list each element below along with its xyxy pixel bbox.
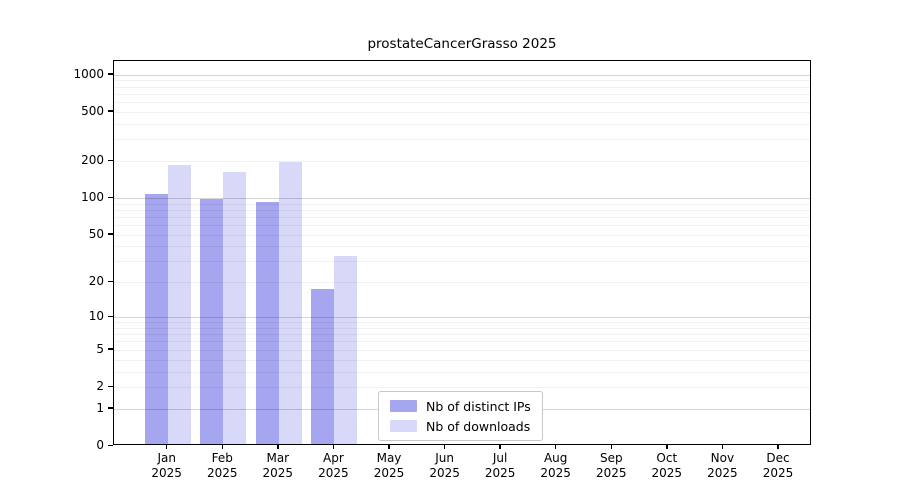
minor-gridline-8 (114, 327, 810, 329)
x-tick-label-feb: Feb 2025 (207, 451, 238, 480)
y-tick-100 (108, 196, 113, 198)
legend-item-distinct-ips: Nb of distinct IPs (390, 398, 531, 414)
legend-swatch-downloads (390, 420, 417, 432)
y-tick-label-20: 20 (88, 274, 104, 289)
minor-gridline-80 (114, 209, 810, 211)
minor-gridline-800 (114, 86, 810, 88)
y-tick-5 (108, 348, 113, 350)
legend-label-downloads: Nb of downloads (426, 418, 531, 434)
y-tick-0 (108, 444, 113, 446)
y-tick-label-0: 0 (96, 438, 104, 452)
y-tick-label-100: 100 (81, 190, 104, 204)
x-tick-sep (610, 445, 612, 449)
x-tick-jun (443, 445, 446, 449)
minor-gridline-20 (114, 282, 810, 284)
x-tick-label-sep: Sep 2025 (596, 451, 627, 480)
x-tick-mar (277, 445, 279, 449)
x-tick-apr (332, 445, 335, 449)
minor-gridline-9 (114, 322, 810, 324)
x-tick-label-nov: Nov 2025 (707, 451, 738, 480)
minor-gridline-2 (114, 387, 810, 388)
bar-distinct-ips-jan (144, 194, 168, 444)
x-tick-label-dec: Dec 2025 (762, 451, 794, 480)
minor-gridline-7 (114, 334, 810, 336)
y-tick-1 (108, 407, 113, 409)
y-tick-label-1: 1 (96, 400, 104, 415)
x-tick-may (388, 445, 390, 449)
bar-downloads-jan (167, 165, 191, 444)
y-tick-1000 (108, 73, 113, 75)
minor-gridline-40 (114, 246, 810, 248)
minor-gridline-60 (114, 225, 810, 227)
bar-downloads-feb (223, 171, 247, 444)
bar-distinct-ips-apr (311, 288, 335, 444)
x-tick-jul (499, 445, 501, 449)
minor-gridline-4 (114, 359, 810, 361)
minor-gridline-90 (114, 203, 810, 205)
minor-gridline-700 (114, 93, 810, 95)
bar-downloads-mar (278, 162, 302, 444)
minor-gridline-900 (114, 80, 810, 82)
minor-gridline-5 (114, 349, 810, 351)
y-tick-50 (108, 233, 113, 235)
y-tick-20 (108, 280, 113, 283)
x-tick-dec (777, 445, 779, 449)
y-tick-500 (108, 110, 113, 112)
y-tick-label-5: 5 (96, 341, 104, 356)
minor-gridline-400 (114, 123, 810, 125)
minor-gridline-30 (114, 261, 810, 263)
x-tick-feb (221, 445, 223, 449)
x-tick-label-apr: Apr 2025 (318, 451, 349, 480)
minor-gridline-70 (114, 216, 810, 218)
y-tick-label-10: 10 (88, 309, 104, 324)
minor-gridline-50 (114, 234, 810, 236)
plot-area: Nb of distinct IPs Nb of downloads (113, 60, 811, 445)
x-tick-label-oct: Oct 2025 (651, 451, 683, 480)
x-tick-jan (165, 445, 168, 449)
legend-label-distinct-ips: Nb of distinct IPs (426, 398, 531, 414)
x-tick-label-mar: Mar 2025 (262, 451, 294, 480)
minor-gridline-6 (114, 341, 810, 343)
y-tick-label-1000: 1000 (73, 66, 104, 81)
bar-downloads-apr (334, 256, 358, 444)
x-tick-label-jun: Jun 2025 (429, 451, 460, 480)
x-tick-label-jan: Jan 2025 (151, 451, 182, 480)
chart-title: prostateCancerGrasso 2025 (367, 36, 557, 52)
x-tick-oct (666, 445, 668, 449)
y-tick-label-200: 200 (81, 153, 104, 167)
x-tick-label-may: May 2025 (373, 451, 405, 480)
major-gridline-100 (114, 198, 810, 199)
x-tick-nov (721, 445, 724, 449)
legend-item-downloads: Nb of downloads (390, 418, 531, 434)
y-tick-2 (108, 385, 113, 387)
y-tick-label-500: 500 (81, 103, 104, 118)
y-tick-10 (108, 315, 113, 318)
major-gridline-1000 (114, 74, 810, 76)
legend-swatch-distinct-ips (390, 400, 417, 412)
minor-gridline-500 (114, 111, 810, 113)
minor-gridline-300 (114, 139, 810, 141)
minor-gridline-200 (114, 161, 810, 162)
x-tick-aug (554, 445, 557, 449)
minor-gridline-3 (114, 371, 810, 373)
y-tick-label-2: 2 (96, 379, 104, 393)
x-tick-label-jul: Jul 2025 (484, 451, 516, 480)
x-tick-label-aug: Aug 2025 (540, 451, 571, 480)
major-gridline-10 (114, 317, 810, 319)
y-tick-label-50: 50 (88, 226, 104, 241)
minor-gridline-600 (114, 102, 810, 104)
bar-distinct-ips-mar (255, 201, 279, 444)
bar-distinct-ips-feb (200, 198, 224, 444)
y-tick-200 (108, 159, 113, 161)
legend: Nb of distinct IPs Nb of downloads (378, 391, 543, 441)
